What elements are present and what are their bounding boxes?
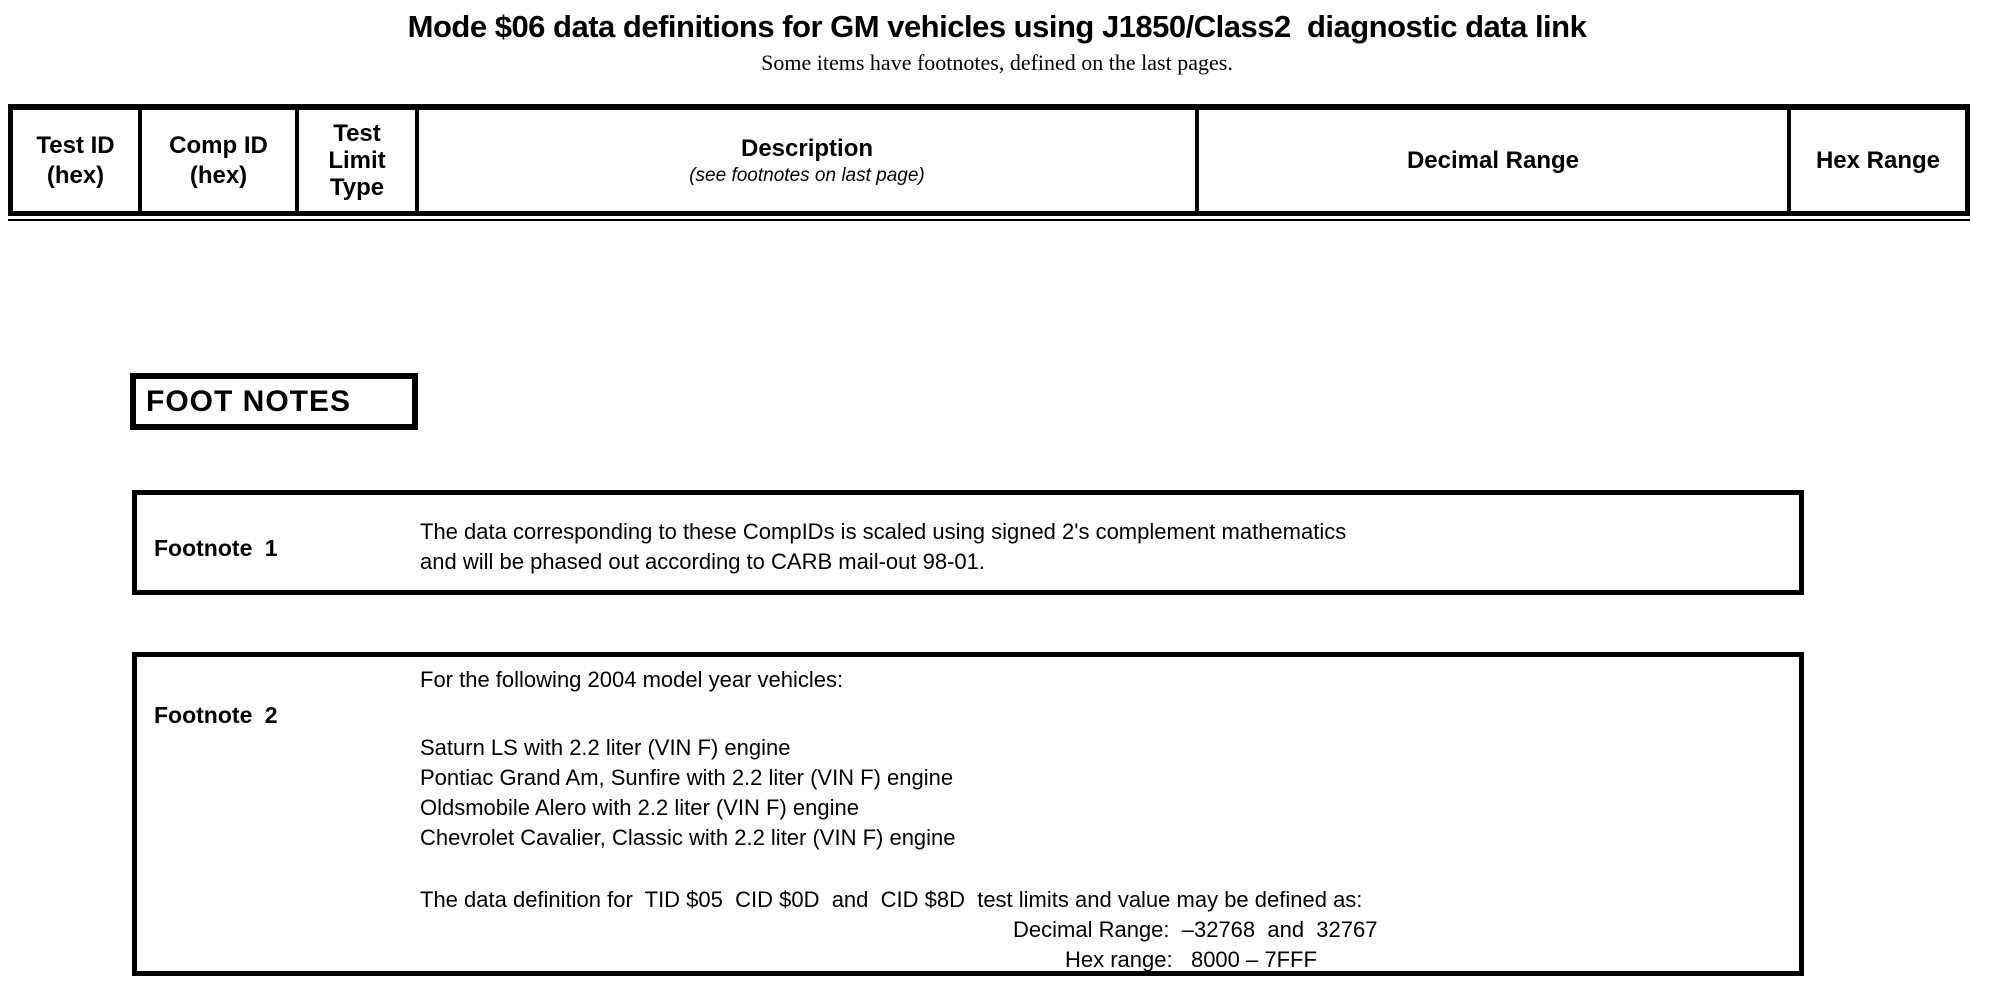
column-header-line: Description	[740, 134, 874, 162]
column-header-description: Description (see footnotes on last page)	[415, 110, 1195, 211]
vehicle-list-item: Oldsmobile Alero with 2.2 liter (VIN F) …	[420, 795, 859, 820]
footnote-2-box: Footnote 2 For the following 2004 model …	[132, 652, 1804, 976]
footnote-1-line: and will be phased out according to CARB…	[420, 549, 985, 574]
column-header-line: (hex)	[189, 161, 248, 189]
vehicle-list-item: Pontiac Grand Am, Sunfire with 2.2 liter…	[420, 765, 954, 790]
column-header-line: Type	[329, 174, 385, 201]
footnote-1-text: The data corresponding to these CompIDs …	[420, 517, 1787, 577]
column-header-line: Comp ID	[169, 131, 268, 159]
footnote-2-text: For the following 2004 model year vehicl…	[420, 665, 1787, 975]
column-header-test-id: Test ID (hex)	[13, 110, 138, 211]
data-table-header: Test ID (hex) Comp ID (hex) Test Limit T…	[8, 104, 1970, 216]
footnote-2-hex-range: Hex range: 8000 – 7FFF	[1065, 947, 1317, 972]
page-title: Mode $06 data definitions for GM vehicle…	[407, 9, 1587, 44]
column-header-line: Hex Range	[1815, 146, 1941, 174]
column-header-description-note: (see footnotes on last page)	[689, 164, 925, 186]
column-header-test-limit-type: Test Limit Type	[295, 110, 415, 211]
spacer	[420, 853, 1787, 885]
footnote-2-definition: The data definition for TID $05 CID $0D …	[420, 887, 1363, 912]
column-header-decimal-range: Decimal Range	[1195, 110, 1787, 211]
footnote-1-line: The data corresponding to these CompIDs …	[420, 519, 1347, 544]
footnotes-heading-box: FOOT NOTES	[130, 373, 418, 430]
column-header-line: (hex)	[46, 161, 105, 189]
column-header-comp-id: Comp ID (hex)	[138, 110, 295, 211]
footnote-1-box: Footnote 1 The data corresponding to the…	[132, 490, 1804, 595]
footnotes-heading: FOOT NOTES	[146, 384, 351, 418]
footnote-2-intro: For the following 2004 model year vehicl…	[420, 667, 844, 692]
table-header-double-rule	[8, 219, 1970, 221]
footnote-2-label: Footnote 2	[154, 702, 278, 728]
vehicle-list-item: Chevrolet Cavalier, Classic with 2.2 lit…	[420, 825, 956, 850]
column-header-line: Limit	[328, 147, 386, 174]
column-header-line: Test ID	[36, 131, 115, 159]
column-header-line: Test	[333, 120, 381, 147]
column-header-hex-range: Hex Range	[1787, 110, 1965, 211]
page-subtitle: Some items have footnotes, defined on th…	[761, 50, 1233, 75]
spacer	[420, 695, 1787, 733]
vehicle-list-item: Saturn LS with 2.2 liter (VIN F) engine	[420, 735, 791, 760]
footnote-1-label: Footnote 1	[154, 535, 278, 561]
footnote-2-decimal-range: Decimal Range: –32768 and 32767	[1013, 917, 1378, 942]
column-header-line: Decimal Range	[1406, 146, 1580, 174]
